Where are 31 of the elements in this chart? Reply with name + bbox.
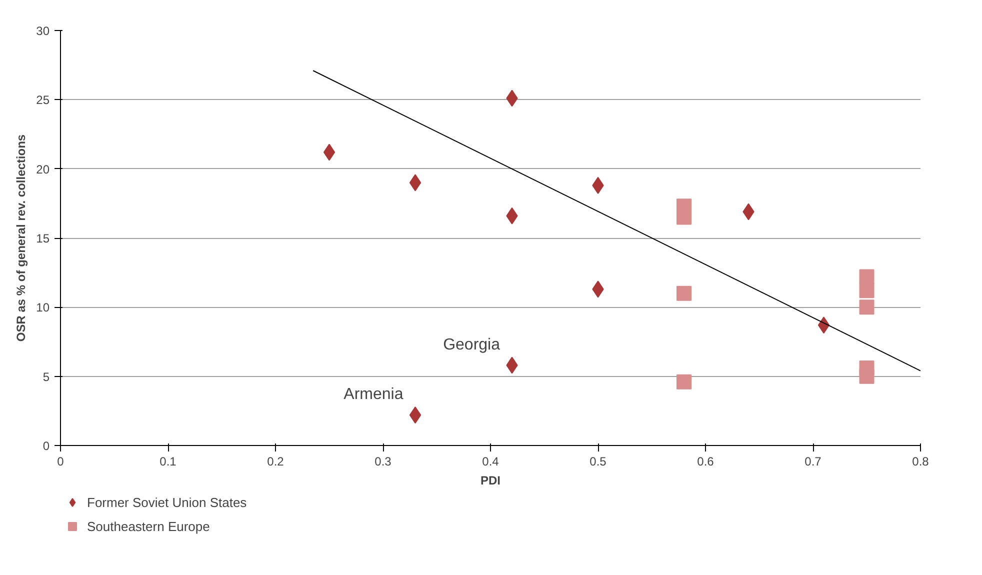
x-tick-label: 0.2 bbox=[267, 454, 284, 468]
legend-label: Former Soviet Union States bbox=[87, 494, 247, 510]
x-tick-label: 0.6 bbox=[697, 454, 714, 468]
y-tick-label: 0 bbox=[42, 439, 50, 453]
x-tick-label: 0.8 bbox=[912, 454, 930, 468]
point bbox=[859, 283, 874, 298]
point bbox=[409, 406, 422, 424]
y-tick-label: 10 bbox=[36, 300, 50, 315]
y-axis-title: OSR as % of general rev. collections bbox=[14, 134, 28, 342]
point bbox=[323, 144, 336, 161]
annotation: Armenia bbox=[344, 386, 404, 404]
y-tick-label: 25 bbox=[36, 93, 50, 108]
point bbox=[676, 286, 692, 301]
x-tick-label: 0.4 bbox=[482, 454, 500, 468]
y-tick-label: 15 bbox=[36, 232, 50, 246]
x-tick-label: 0.3 bbox=[374, 454, 392, 468]
x-tick-label: 0 bbox=[57, 454, 64, 468]
annotation: Georgia bbox=[443, 336, 500, 354]
point bbox=[859, 368, 874, 384]
x-tick-label: 0.5 bbox=[590, 454, 607, 468]
x-tick-label: 0.7 bbox=[804, 454, 822, 468]
point bbox=[409, 174, 422, 192]
point bbox=[859, 300, 874, 315]
x-axis-title: PDI bbox=[480, 474, 501, 488]
y-tick-label: 30 bbox=[36, 24, 50, 38]
point bbox=[676, 374, 692, 390]
point bbox=[859, 269, 874, 284]
y-tick-label: 5 bbox=[42, 370, 50, 384]
legend-label: Southeastern Europe bbox=[87, 518, 210, 534]
x-tick-label: 0.1 bbox=[160, 454, 177, 468]
y-tick-label: 20 bbox=[36, 162, 50, 176]
